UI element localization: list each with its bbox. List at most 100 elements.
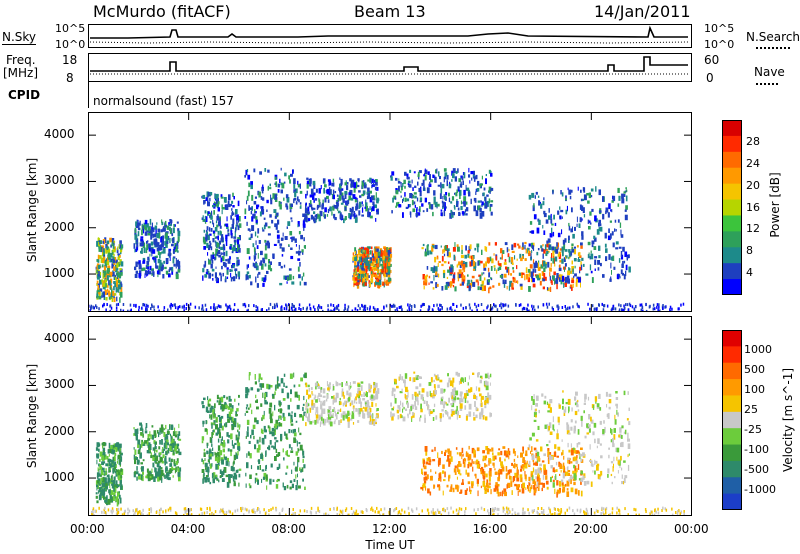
echo-cell — [172, 431, 176, 436]
echo-cell — [232, 192, 234, 197]
echo-cell — [102, 477, 105, 483]
colorbar-swatch — [722, 279, 742, 295]
echo-cell — [211, 405, 214, 410]
ground-scatter-cell — [676, 512, 679, 516]
echo-cell — [104, 282, 107, 288]
echo-cell — [113, 449, 115, 454]
echo-cell — [445, 192, 448, 196]
echo-cell — [202, 219, 206, 222]
echo-cell — [257, 235, 259, 238]
echo-cell — [611, 200, 614, 203]
ground-scatter-cell — [618, 303, 620, 307]
echo-cell — [583, 187, 586, 193]
echo-cell — [115, 480, 118, 486]
echo-cell — [470, 279, 472, 283]
ground-scatter-cell — [596, 308, 598, 312]
ground-scatter-cell — [135, 303, 137, 307]
echo-cell — [211, 210, 213, 216]
echo-cell — [173, 449, 175, 455]
echo-cell — [620, 234, 624, 238]
echo-cell — [269, 413, 273, 420]
echo-cell — [221, 255, 225, 262]
echo-cell — [454, 286, 457, 292]
echo-cell — [462, 201, 465, 204]
echo-cell — [159, 232, 161, 238]
echo-cell — [391, 407, 394, 411]
ground-scatter-cell — [616, 511, 618, 515]
echo-cell — [204, 458, 206, 461]
echo-cell — [264, 245, 267, 251]
echo-cell — [455, 170, 458, 174]
echo-cell — [145, 265, 148, 270]
echo-cell — [312, 207, 316, 210]
echo-cell — [145, 426, 147, 431]
echo-cell — [204, 260, 207, 267]
ground-scatter-cell — [137, 510, 139, 514]
echo-cell — [387, 271, 391, 275]
echo-cell — [222, 448, 225, 453]
nave-tick-top: 60 — [704, 53, 720, 67]
echo-cell — [142, 459, 145, 462]
echo-cell — [483, 263, 486, 268]
echo-cell — [144, 219, 148, 225]
echo-cell — [578, 255, 582, 258]
echo-cell — [216, 478, 219, 481]
ground-scatter-cell — [612, 307, 615, 311]
ground-scatter-cell — [105, 308, 107, 312]
echo-cell — [503, 262, 507, 265]
echo-cell — [498, 282, 501, 286]
echo-cell — [355, 214, 358, 219]
echo-cell — [334, 419, 336, 422]
echo-cell — [290, 414, 293, 420]
ground-scatter-cell — [251, 509, 253, 513]
echo-cell — [145, 248, 148, 254]
echo-cell — [226, 223, 229, 227]
echo-cell — [269, 402, 273, 408]
ground-scatter-cell — [593, 307, 596, 311]
echo-cell — [361, 201, 363, 205]
echo-cell — [169, 238, 171, 244]
echo-cell — [237, 271, 241, 277]
echo-cell — [212, 478, 215, 484]
echo-cell — [449, 252, 451, 258]
echo-cell — [467, 253, 470, 258]
echo-cell — [135, 428, 137, 432]
echo-cell — [250, 181, 253, 187]
echo-cell — [344, 206, 347, 211]
echo-cell — [216, 195, 219, 201]
echo-cell — [482, 203, 486, 206]
echo-cell — [354, 196, 357, 200]
ground-scatter-cell — [90, 304, 92, 308]
echo-cell — [269, 409, 271, 412]
echo-cell — [219, 218, 221, 224]
ground-scatter-cell — [244, 302, 246, 306]
echo-cell — [411, 179, 413, 184]
echo-cell — [230, 416, 234, 421]
ground-scatter-cell — [209, 506, 211, 510]
echo-cell — [395, 205, 397, 208]
echo-cell — [598, 255, 601, 259]
echo-cell — [298, 384, 301, 387]
echo-cell — [280, 415, 282, 420]
echo-cell — [375, 186, 379, 191]
ground-scatter-cell — [332, 304, 335, 307]
echo-cell — [436, 255, 439, 258]
ground-scatter-cell — [500, 306, 503, 310]
echo-cell — [490, 211, 493, 216]
echo-cell — [295, 451, 298, 456]
echo-cell — [233, 196, 235, 200]
echo-cell — [537, 266, 541, 271]
echo-cell — [427, 404, 429, 411]
echo-cell — [245, 387, 249, 393]
echo-cell — [463, 189, 466, 196]
echo-cell — [618, 195, 621, 201]
echo-cell — [150, 230, 153, 236]
echo-cell — [467, 382, 469, 386]
echo-cell — [558, 277, 561, 282]
ground-scatter-cell — [110, 306, 113, 310]
echo-cell — [105, 262, 107, 267]
echo-cell — [305, 193, 307, 199]
echo-cell — [304, 208, 308, 214]
ground-scatter-cell — [96, 305, 98, 309]
echo-cell — [362, 183, 364, 189]
